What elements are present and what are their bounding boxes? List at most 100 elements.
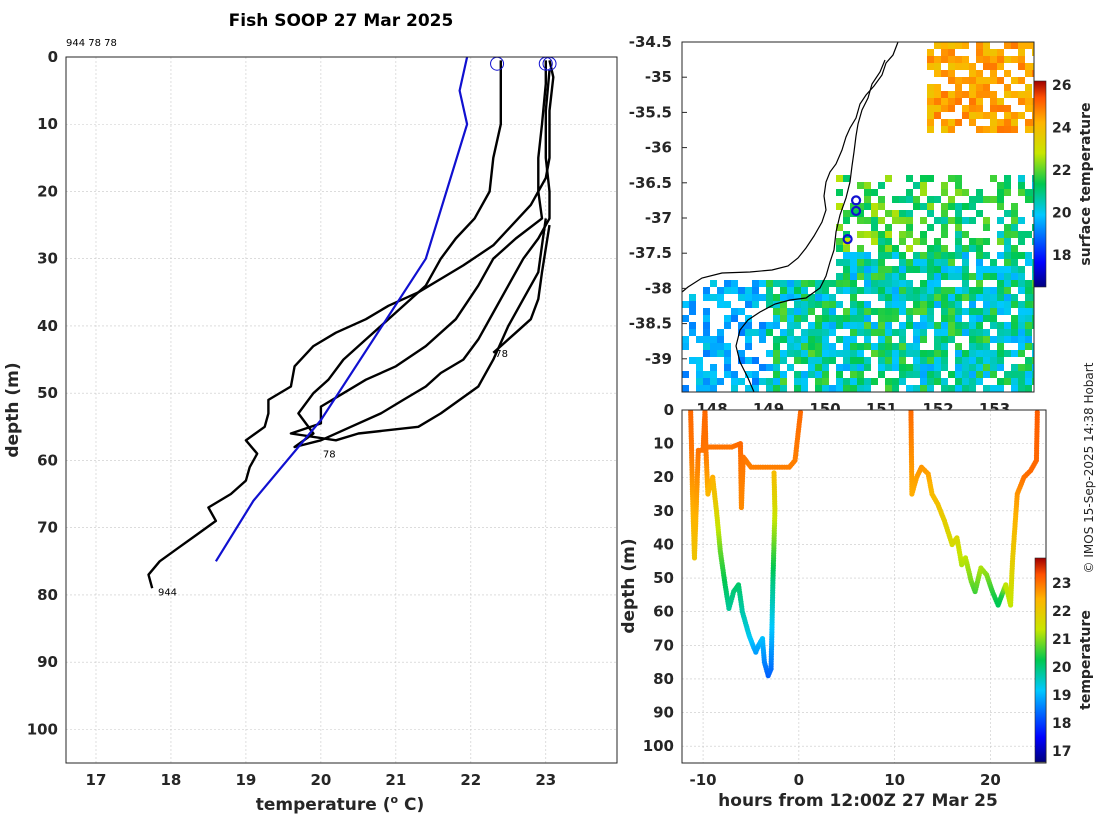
sst-cell [1018, 266, 1025, 273]
sst-cell [829, 301, 836, 308]
sst-cell [920, 350, 927, 357]
sst-cell [941, 210, 948, 217]
sst-cell [1004, 224, 1011, 231]
y-tick-label: 40 [37, 317, 58, 335]
sst-cell [927, 294, 934, 301]
sst-cell [948, 301, 955, 308]
sst-cell [878, 231, 885, 238]
profile-label: 78 [323, 450, 336, 461]
sst-cell [955, 182, 962, 189]
x-tick-label: 17 [86, 771, 107, 789]
sst-cell [1011, 42, 1018, 49]
sst-cell [941, 336, 948, 343]
sst-cell [808, 343, 815, 350]
sst-cell [857, 273, 864, 280]
sst-cell [1032, 266, 1034, 273]
sst-cell [857, 371, 864, 378]
sst-cell [997, 252, 1004, 259]
y-tick-label: 100 [27, 720, 58, 738]
sst-cell [1004, 245, 1011, 252]
sst-cell [1004, 322, 1011, 329]
sst-cell [1032, 49, 1034, 56]
sst-cell [815, 301, 822, 308]
sst-cell [871, 231, 878, 238]
sst-cell [990, 126, 997, 133]
sst-cell [955, 224, 962, 231]
sst-cell [997, 280, 1004, 287]
sst-cell [1018, 42, 1025, 49]
sst-cell [787, 343, 794, 350]
sst-cell [766, 301, 773, 308]
sst-cell [1032, 112, 1034, 119]
sst-cell [927, 273, 934, 280]
sst-cell [941, 315, 948, 322]
sst-cell [808, 371, 815, 378]
sst-cell [1018, 56, 1025, 63]
sst-cell [913, 238, 920, 245]
map-colorbar-tick: 20 [1052, 206, 1072, 222]
sst-cell [885, 294, 892, 301]
sst-cell [1018, 175, 1025, 182]
sst-cell [759, 336, 766, 343]
sst-cell [969, 98, 976, 105]
sst-cell [703, 378, 710, 385]
sst-cell [899, 280, 906, 287]
sst-cell [850, 273, 857, 280]
sst-cell [941, 119, 948, 126]
sst-cell [885, 287, 892, 294]
sst-cell [759, 364, 766, 371]
sst-cell [983, 364, 990, 371]
coastline [682, 42, 899, 392]
sst-cell [766, 287, 773, 294]
sst-cell [843, 357, 850, 364]
sst-cell [906, 315, 913, 322]
y-tick-label: 70 [37, 519, 58, 537]
sst-cell [822, 280, 829, 287]
sst-cell [822, 315, 829, 322]
sst-cell [983, 112, 990, 119]
sst-cell [710, 385, 717, 392]
sst-cell [920, 336, 927, 343]
sst-cell [941, 70, 948, 77]
sst-cell [822, 322, 829, 329]
sst-cell [682, 385, 689, 392]
sst-cell [990, 70, 997, 77]
sst-cell [990, 112, 997, 119]
sst-cell [759, 329, 766, 336]
sst-cell [857, 287, 864, 294]
sst-cell [801, 280, 808, 287]
sst-cell [976, 42, 983, 49]
sst-cell [696, 371, 703, 378]
sst-cell [780, 329, 787, 336]
x-tick-label: 22 [460, 771, 481, 789]
sst-cell [983, 224, 990, 231]
sst-cell [892, 350, 899, 357]
sst-cell [857, 203, 864, 210]
sst-cell [934, 217, 941, 224]
sst-cell [955, 371, 962, 378]
temp-point [797, 410, 804, 415]
y-tick-label: 20 [37, 182, 58, 200]
sst-cell [836, 245, 843, 252]
sst-cell [850, 357, 857, 364]
sst-cell [927, 49, 934, 56]
sst-cell [787, 315, 794, 322]
sst-cell [871, 217, 878, 224]
sst-cell [927, 203, 934, 210]
sst-cell [794, 308, 801, 315]
sst-cell [1025, 98, 1032, 105]
sst-cell [703, 371, 710, 378]
sst-cell [843, 336, 850, 343]
sst-cell [689, 294, 696, 301]
sst-cell [752, 385, 759, 392]
sst-cell [773, 357, 780, 364]
x-tick-label: 23 [535, 771, 556, 789]
sst-cell [878, 294, 885, 301]
sst-cell [976, 315, 983, 322]
sst-cell [717, 301, 724, 308]
sst-cell [1032, 315, 1034, 322]
sst-cell [920, 329, 927, 336]
sst-cell [1025, 42, 1032, 49]
x-tick-label: 21 [385, 771, 406, 789]
sst-cell [766, 280, 773, 287]
